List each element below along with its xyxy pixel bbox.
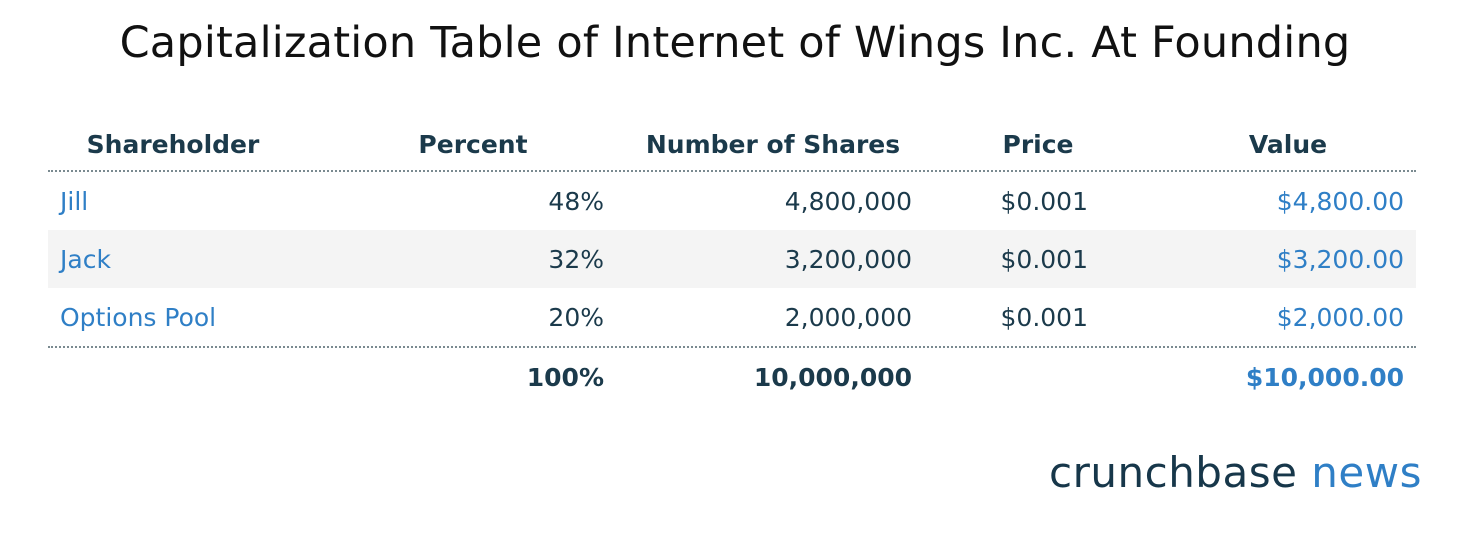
column-header-shareholder: Shareholder [86, 129, 260, 159]
cell-shareholder: Jill [60, 186, 89, 216]
chart-title: Capitalization Table of Internet of Wing… [119, 18, 1351, 68]
cap-table: Shareholder Percent Number of Shares Pri… [48, 118, 1416, 406]
cell-value: $4,800.00 [1276, 186, 1404, 216]
cell-price: $0.001 [1000, 186, 1088, 216]
column-header-shares: Number of Shares [645, 129, 901, 159]
cell-price: $0.001 [1000, 244, 1088, 274]
crunchbase-news-logo: crunchbase news [1049, 448, 1422, 497]
total-percent: 100% [526, 362, 604, 392]
cell-shares: 4,800,000 [784, 186, 912, 216]
table-total-row: 100% 10,000,000 $10,000.00 [48, 348, 1416, 406]
cell-percent: 32% [548, 244, 604, 274]
cell-shareholder: Options Pool [60, 302, 217, 332]
column-header-price: Price [1002, 129, 1074, 159]
total-value: $10,000.00 [1245, 362, 1404, 392]
cell-shareholder: Jack [60, 244, 111, 274]
column-header-percent: Percent [418, 129, 528, 159]
table-row: Jill 48% 4,800,000 $0.001 $4,800.00 [48, 172, 1416, 230]
table-row: Options Pool 20% 2,000,000 $0.001 $2,000… [48, 288, 1416, 348]
brand-crunchbase: crunchbase [1049, 448, 1298, 497]
cell-value: $3,200.00 [1276, 244, 1404, 274]
cell-percent: 48% [548, 186, 604, 216]
cell-shares: 3,200,000 [784, 244, 912, 274]
cell-value: $2,000.00 [1276, 302, 1404, 332]
brand-news: news [1311, 448, 1422, 497]
cell-shares: 2,000,000 [784, 302, 912, 332]
column-header-value: Value [1248, 129, 1328, 159]
cell-price: $0.001 [1000, 302, 1088, 332]
table-header-row: Shareholder Percent Number of Shares Pri… [48, 118, 1416, 172]
cell-percent: 20% [548, 302, 604, 332]
total-shares: 10,000,000 [753, 362, 912, 392]
table-row: Jack 32% 3,200,000 $0.001 $3,200.00 [48, 230, 1416, 288]
